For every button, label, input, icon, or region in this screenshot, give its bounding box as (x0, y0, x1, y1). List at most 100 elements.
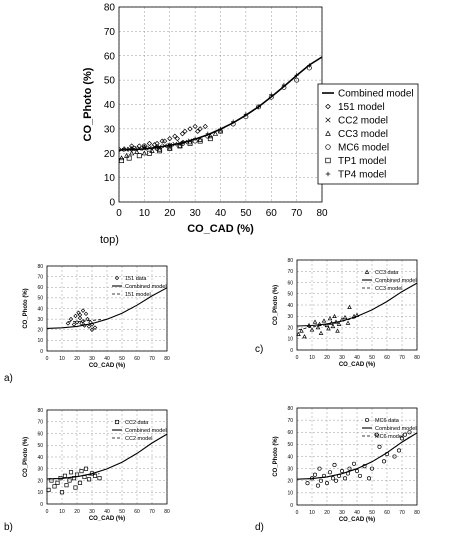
x-tick-label: 50 (119, 356, 125, 362)
data-point (67, 478, 72, 483)
x-tick-label: 60 (384, 510, 390, 516)
data-point (80, 308, 86, 313)
x-tick-label: 40 (104, 356, 110, 362)
data-point (157, 148, 163, 154)
x-tick-label: 20 (74, 509, 80, 515)
y-tick-label: 0 (40, 349, 43, 355)
data-point (197, 138, 203, 144)
data-point (306, 322, 312, 327)
combined-model-line (46, 287, 168, 329)
y-tick-label: 0 (290, 348, 293, 354)
data-point (74, 472, 80, 477)
legend-box (317, 83, 419, 185)
y-tick-label: 70 (37, 420, 43, 426)
data-point (392, 454, 397, 459)
legend-marker (325, 157, 331, 164)
x-tick-label: 80 (316, 208, 328, 219)
legend-entry: Combined model (125, 284, 167, 290)
x-axis-label: CO_CAD (%) (339, 517, 375, 523)
data-point (197, 126, 203, 132)
x-tick-label: 30 (339, 510, 345, 516)
data-point (302, 334, 307, 339)
x-tick-label: 60 (134, 509, 140, 515)
x-tick-label: 80 (414, 510, 420, 516)
x-tick-label: 0 (46, 509, 49, 515)
data-point (77, 480, 83, 485)
legend-marker (325, 171, 331, 177)
y-tick-label: 30 (37, 317, 43, 323)
y-tick-label: 80 (287, 258, 293, 264)
y-tick-label: 20 (287, 479, 293, 485)
data-point (136, 143, 142, 149)
y-tick-label: 50 (287, 292, 293, 298)
legend-marker (114, 275, 120, 281)
data-point (118, 155, 125, 161)
data-point (321, 318, 327, 323)
data-point (192, 123, 198, 130)
y-tick-label: 10 (104, 173, 116, 184)
x-tick-label: 20 (164, 208, 176, 219)
data-point (172, 133, 178, 139)
data-point (64, 483, 69, 488)
legend-marker (325, 130, 331, 136)
legend: CC2 data Combined model CC2 model (112, 419, 167, 442)
y-tick-label: 20 (37, 328, 43, 334)
data-point (294, 73, 299, 78)
data-point (332, 462, 337, 468)
legend-entry: Combined model (375, 278, 417, 284)
panel-label: d) (255, 522, 264, 533)
y-tick-label: 50 (37, 296, 43, 302)
data-point (407, 430, 412, 435)
data-point (55, 480, 60, 485)
x-tick-label: 0 (116, 208, 122, 219)
x-axis-label: CO_CAD (%) (89, 363, 125, 369)
legend-entry: CC2 model (338, 116, 388, 127)
data-point (182, 139, 188, 145)
data-point (399, 436, 405, 441)
data-point (347, 304, 352, 309)
data-point (162, 138, 168, 144)
data-point (92, 325, 98, 330)
chart-panel: 0 10 20 30 40 50 60 70 80 0 10 20 30 40 50 60 70 80 CO_CAD… (82, 3, 419, 246)
data-point (156, 146, 163, 152)
y-tick-label: 40 (37, 306, 43, 312)
data-point (177, 143, 183, 149)
y-tick-label: 0 (109, 198, 115, 209)
x-tick-label: 80 (164, 509, 170, 515)
x-tick-label: 70 (149, 509, 155, 515)
chart-panel: 0 10 20 30 40 50 60 70 80 0 10 20 30 40 50 60 70 80 CO_CAD… (4, 408, 170, 533)
y-tick-label: 0 (40, 502, 43, 508)
y-tick-label: 70 (104, 27, 116, 38)
data-point (167, 145, 173, 151)
x-tick-label: 30 (89, 356, 95, 362)
x-tick-label: 40 (354, 355, 360, 361)
chart-panel: 0 10 20 30 40 50 60 70 80 0 10 20 30 40 50 60 70 80 CO_CAD… (255, 406, 420, 533)
legend-entry: CC2 model (125, 436, 153, 442)
plot-frame (46, 265, 168, 352)
data-point (79, 469, 84, 474)
y-axis-label: CO_Photo (%) (23, 437, 29, 477)
data-point (187, 141, 193, 146)
x-tick-label: 20 (324, 355, 330, 361)
data-point (89, 327, 95, 332)
data-point (396, 448, 402, 453)
data-point (256, 104, 261, 110)
data-point (307, 63, 312, 68)
x-tick-label: 10 (139, 208, 151, 219)
data-point (182, 128, 188, 134)
legend-marker (364, 417, 370, 423)
y-tick-label: 70 (37, 274, 43, 280)
subset-model-line (307, 436, 410, 480)
data-point (83, 466, 89, 471)
legend-entry: Combined model (125, 428, 167, 434)
x-tick-label: 50 (369, 510, 375, 516)
y-tick-label: 60 (287, 280, 293, 286)
legend-entry: Combined model (338, 89, 414, 100)
y-tick-label: 80 (37, 264, 43, 270)
data-point (177, 143, 183, 148)
data-point (142, 145, 147, 150)
data-point (327, 470, 333, 475)
legend-entry: Combined model (375, 426, 417, 432)
data-point (351, 461, 357, 466)
